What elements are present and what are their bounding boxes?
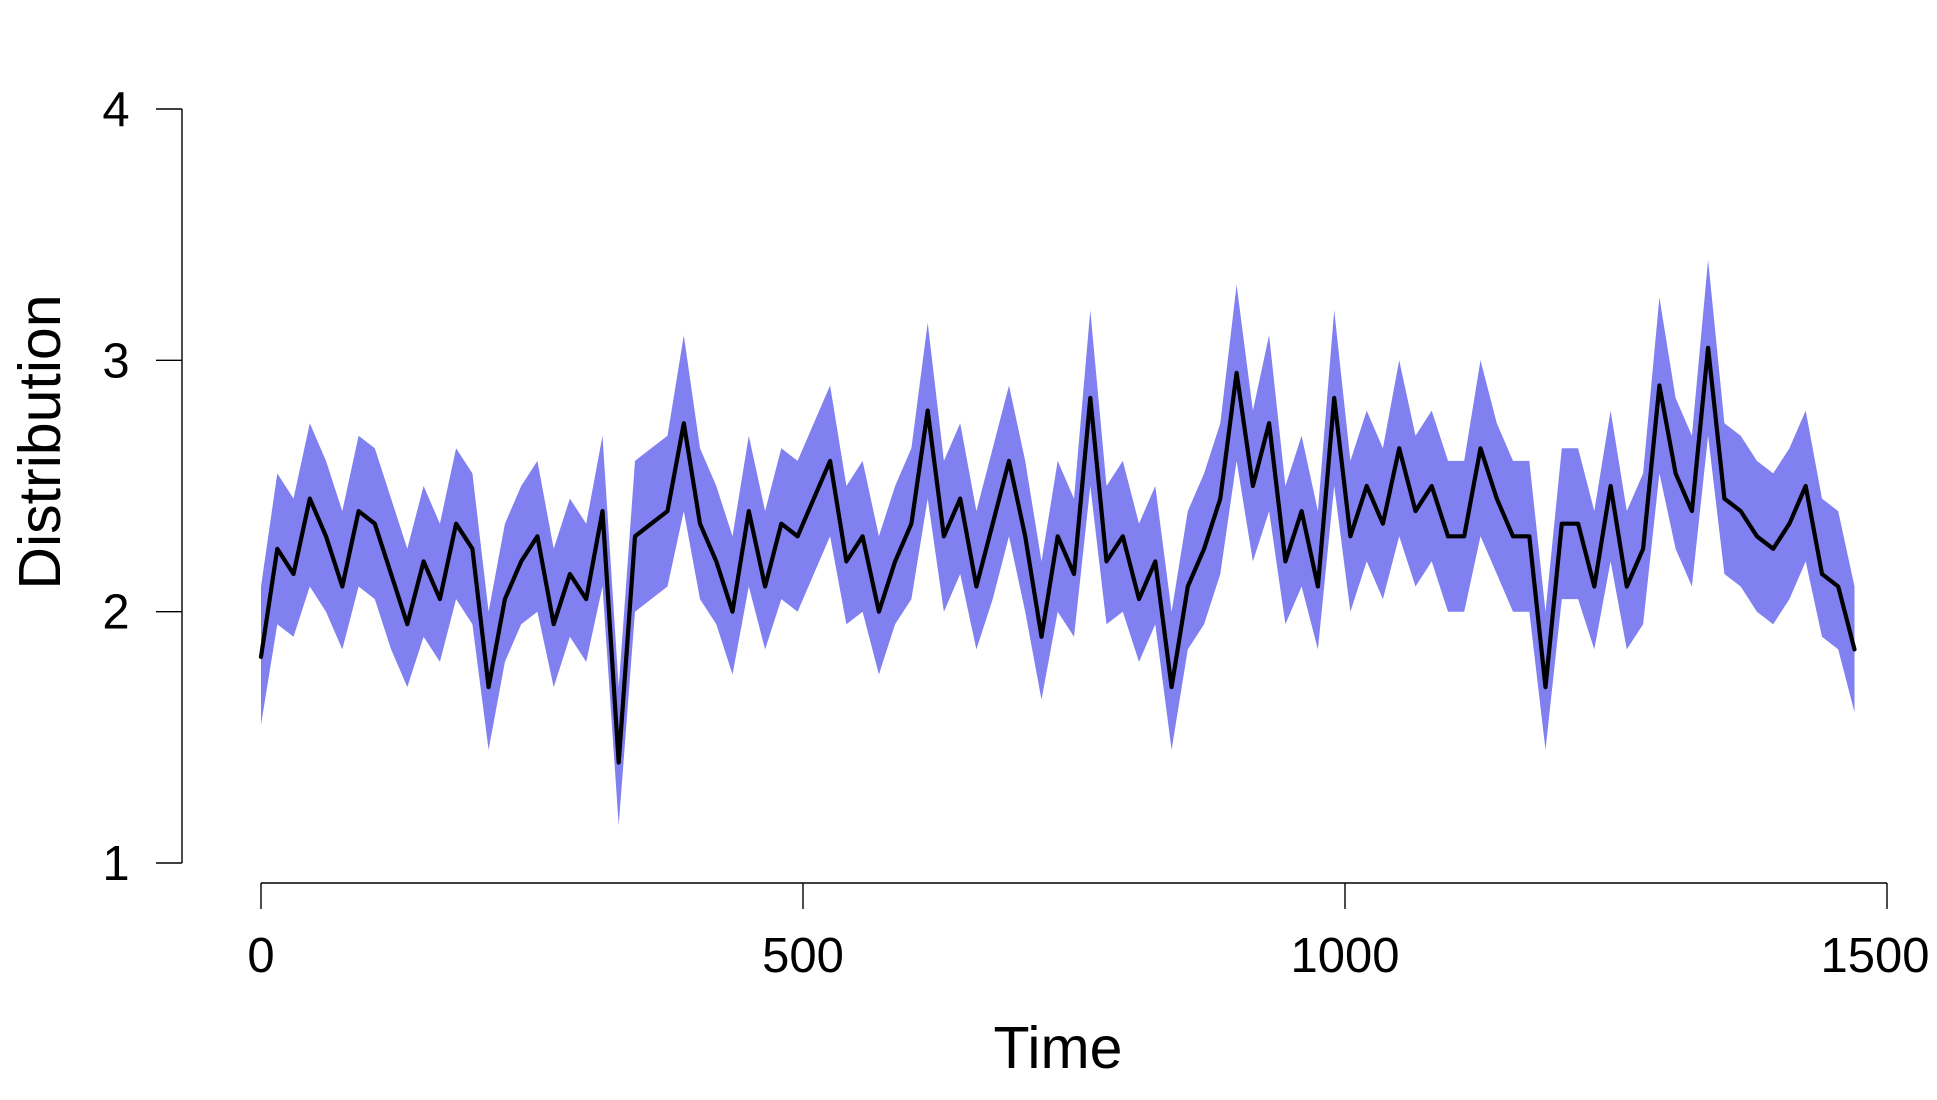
x-tick-label-500: 500 (762, 929, 844, 983)
x-axis-title: Time (994, 1015, 1123, 1081)
y-tick-label-4: 4 (102, 83, 129, 137)
y-axis-title: Distribution (7, 294, 73, 589)
y-tick-label-3: 3 (102, 334, 129, 388)
y-tick-label-2: 2 (102, 586, 129, 640)
plot-area (258, 259, 1857, 826)
x-tick-label-0: 0 (247, 929, 274, 983)
x-tick-label-1000: 1000 (1290, 929, 1399, 983)
x-axis: 0 500 1000 1500 (247, 882, 1930, 983)
y-tick-label-1: 1 (102, 837, 129, 891)
x-tick-label-1500: 1500 (1820, 929, 1929, 983)
series-line (258, 345, 1857, 765)
y-axis: 1 2 3 4 (102, 83, 183, 891)
